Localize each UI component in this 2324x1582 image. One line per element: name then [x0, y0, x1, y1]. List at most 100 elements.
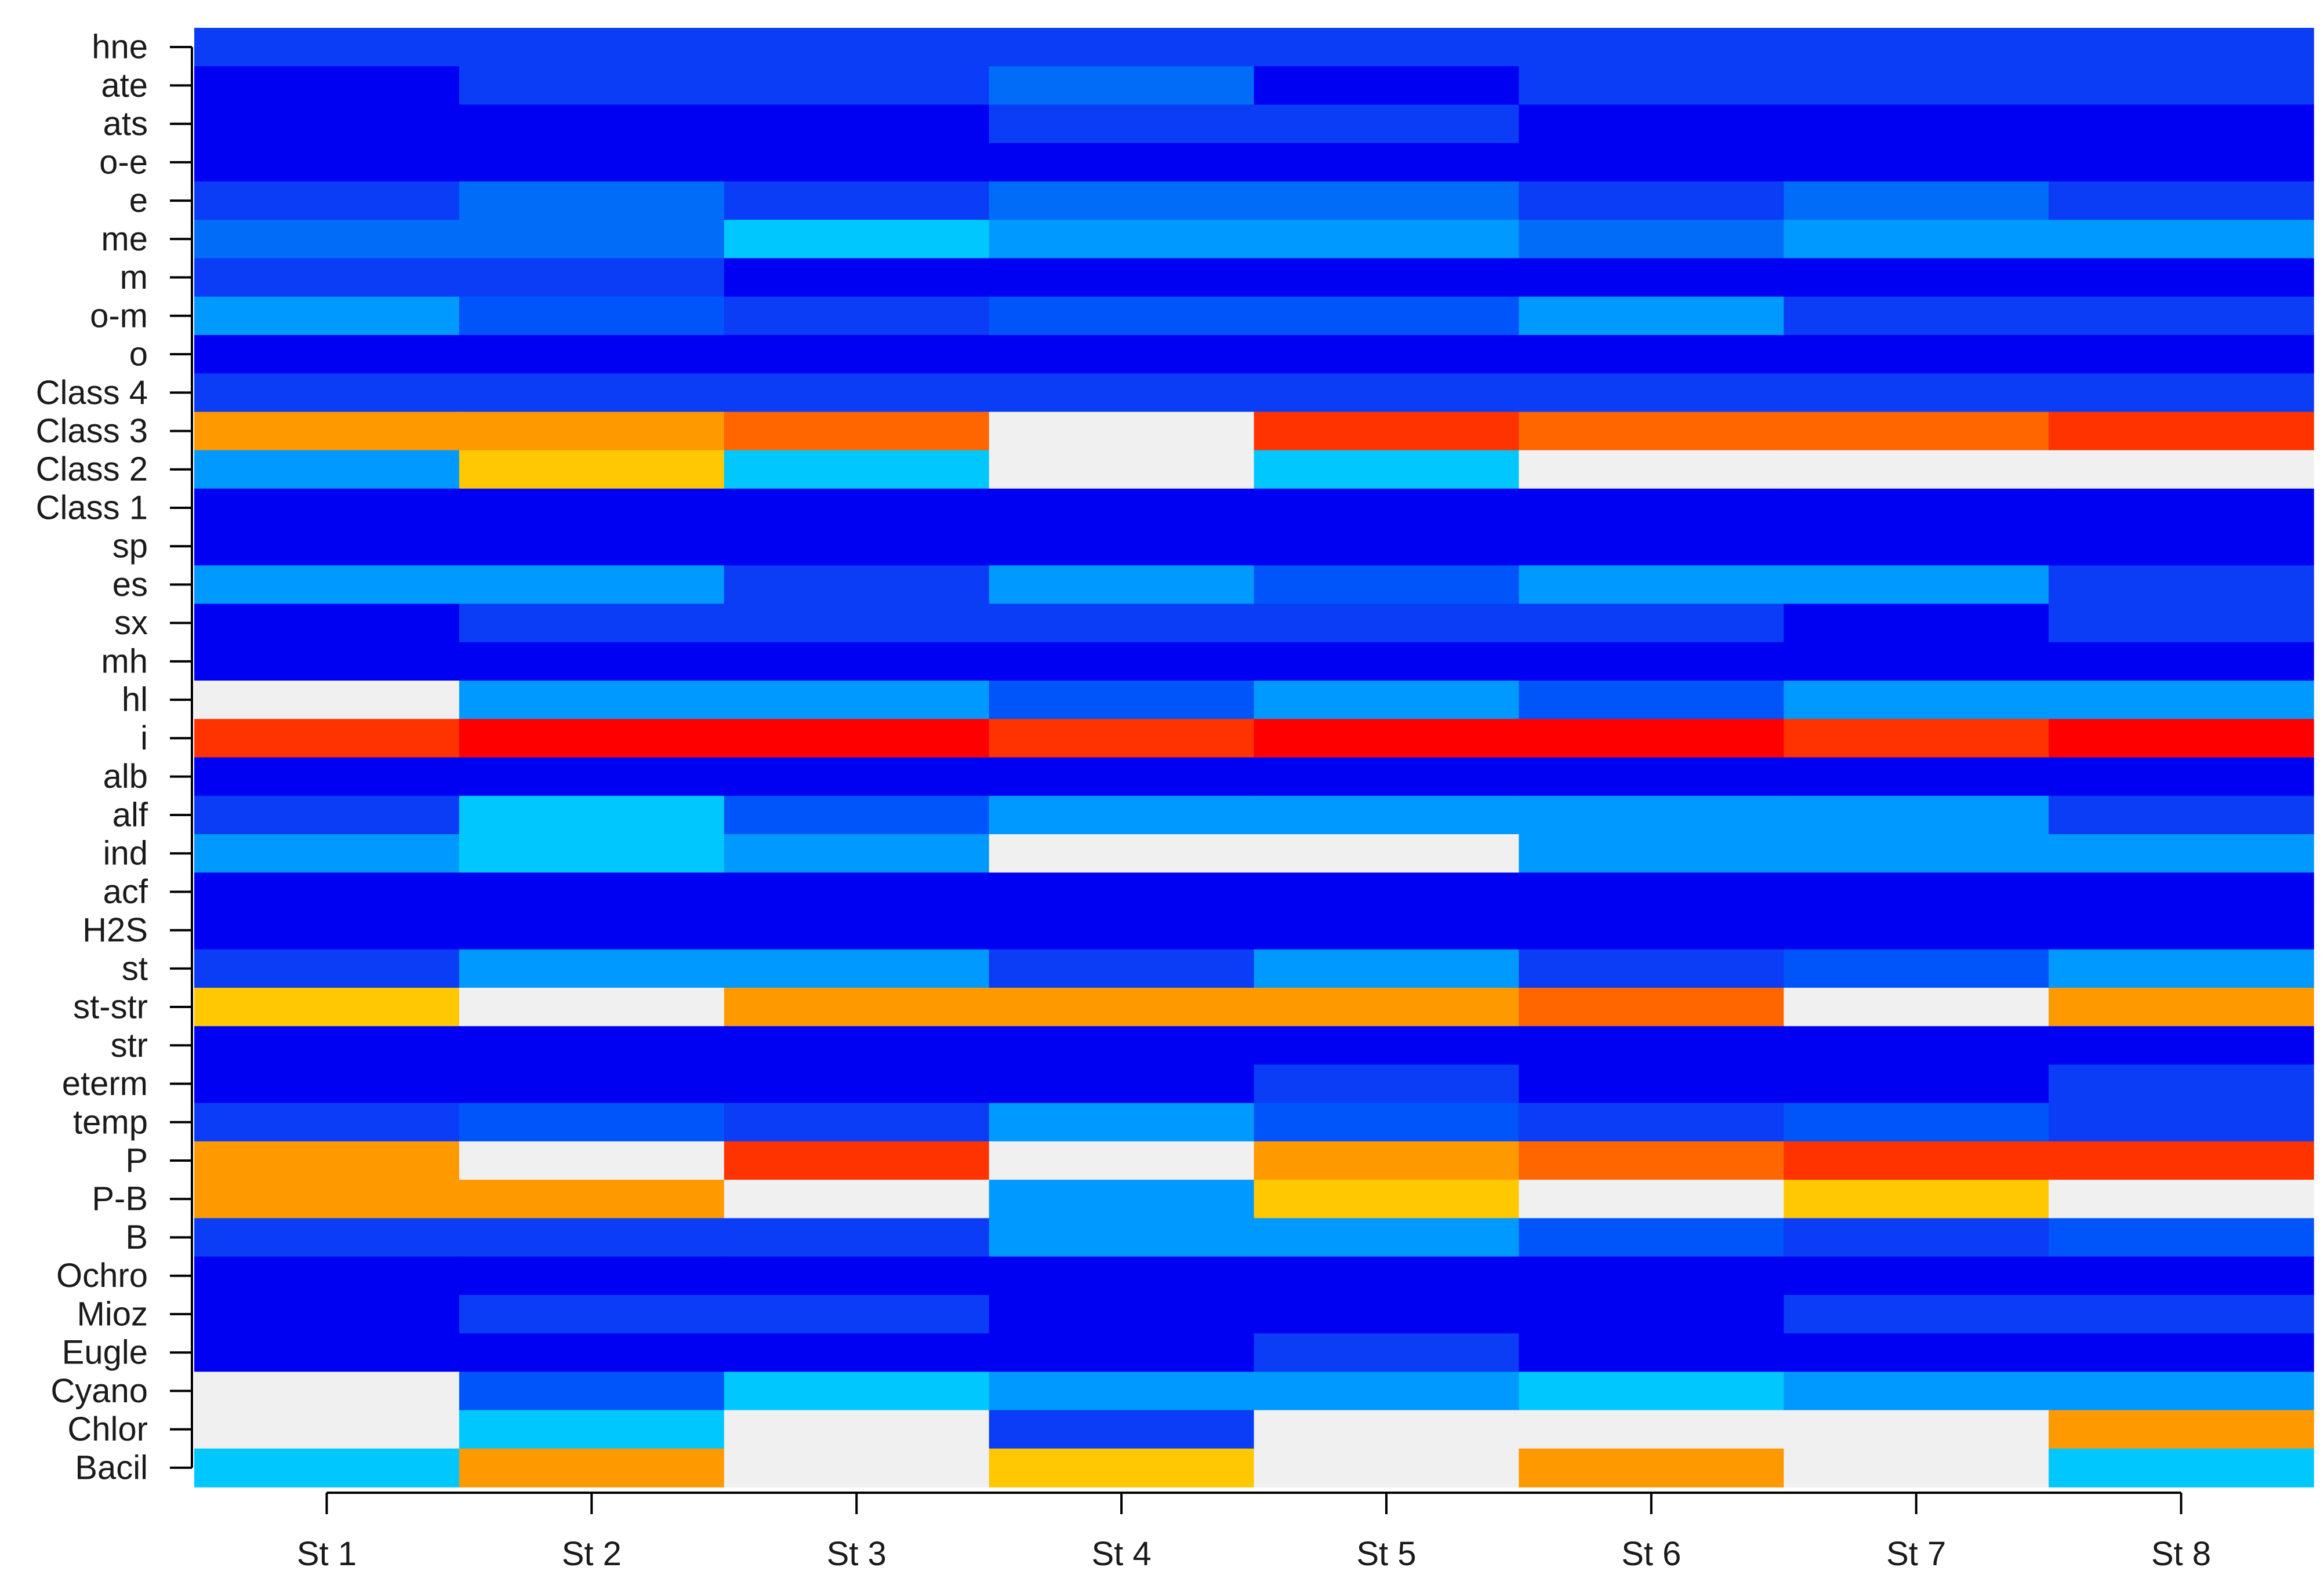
- heatmap-cell-18-2: [724, 719, 990, 758]
- heatmap-cell-27-1: [459, 1064, 725, 1104]
- heatmap-cell-18-1: [459, 719, 725, 758]
- heatmap-cell-21-3: [989, 834, 1255, 874]
- heatmap-cell-25-1: [459, 987, 725, 1027]
- heatmap-cell-20-3: [989, 795, 1255, 835]
- heatmap-cell-10-6: [1784, 412, 2049, 451]
- heatmap-cell-6-4: [1254, 258, 1520, 297]
- y-tick-label: temp: [73, 1103, 148, 1141]
- heatmap-cell-13-5: [1519, 527, 1785, 566]
- heatmap-cell-15-2: [724, 603, 990, 643]
- heatmap-cell-8-4: [1254, 334, 1520, 374]
- y-tick-label: Class 3: [36, 412, 148, 450]
- heatmap-cell-1-2: [724, 66, 990, 106]
- heatmap-cell-12-4: [1254, 488, 1520, 528]
- y-tick-label: Chlor: [67, 1410, 148, 1448]
- heatmap-cell-10-7: [2049, 412, 2314, 451]
- heatmap-cell-12-5: [1519, 488, 1785, 528]
- heatmap-cell-2-3: [989, 104, 1255, 144]
- heatmap-cell-17-6: [1784, 681, 2049, 720]
- heatmap-cell-20-4: [1254, 795, 1520, 835]
- heatmap-cell-14-4: [1254, 565, 1520, 605]
- heatmap-cell-30-2: [724, 1180, 990, 1219]
- heatmap-cell-3-4: [1254, 143, 1520, 182]
- heatmap-cell-33-2: [724, 1294, 990, 1334]
- heatmap-cell-35-4: [1254, 1372, 1520, 1411]
- heatmap-cell-4-7: [2049, 181, 2314, 220]
- heatmap-cell-13-3: [989, 527, 1255, 566]
- heatmap-cell-2-0: [194, 104, 460, 144]
- heatmap-cell-8-0: [194, 334, 460, 374]
- heatmap-cell-6-7: [2049, 258, 2314, 297]
- heatmap-cell-5-4: [1254, 220, 1520, 259]
- heatmap-cell-0-1: [459, 28, 725, 67]
- heatmap-cell-31-4: [1254, 1218, 1520, 1257]
- heatmap-cell-31-5: [1519, 1218, 1785, 1257]
- heatmap-cell-28-1: [459, 1103, 725, 1142]
- heatmap-cell-36-6: [1784, 1410, 2049, 1449]
- x-tick-label: St 6: [1621, 1535, 1681, 1573]
- heatmap-cell-16-3: [989, 642, 1255, 681]
- heatmap-cell-37-3: [989, 1448, 1255, 1488]
- heatmap-cell-15-0: [194, 603, 460, 643]
- heatmap-cell-1-3: [989, 66, 1255, 106]
- heatmap-cell-16-5: [1519, 642, 1785, 681]
- heatmap-cell-3-3: [989, 143, 1255, 182]
- y-tick-label: P: [125, 1141, 148, 1179]
- heatmap-cell-14-7: [2049, 565, 2314, 605]
- heatmap-cell-24-1: [459, 949, 725, 988]
- heatmap-cell-28-5: [1519, 1103, 1785, 1142]
- y-tick-label: Class 4: [36, 374, 148, 412]
- heatmap-cell-12-0: [194, 488, 460, 528]
- heatmap-cell-30-4: [1254, 1180, 1520, 1219]
- heatmap-cell-33-6: [1784, 1294, 2049, 1334]
- heatmap-cell-3-2: [724, 143, 990, 182]
- y-tick-label: eterm: [62, 1065, 148, 1103]
- heatmap-cell-25-5: [1519, 987, 1785, 1027]
- y-tick-label: Mioz: [77, 1295, 148, 1333]
- heatmap-cell-5-5: [1519, 220, 1785, 259]
- x-tick-label: St 5: [1356, 1535, 1416, 1573]
- heatmap-cell-26-1: [459, 1026, 725, 1065]
- heatmap-cell-27-2: [724, 1064, 990, 1104]
- y-tick-label: o: [129, 336, 148, 373]
- heatmap-cell-29-7: [2049, 1141, 2314, 1180]
- heatmap-cell-35-5: [1519, 1372, 1785, 1411]
- heatmap-cell-6-5: [1519, 258, 1785, 297]
- heatmap-cell-16-7: [2049, 642, 2314, 681]
- heatmap-cell-36-5: [1519, 1410, 1785, 1449]
- heatmap-cell-5-2: [724, 220, 990, 259]
- heatmap-cell-17-7: [2049, 681, 2314, 720]
- heatmap-cell-27-7: [2049, 1064, 2314, 1104]
- y-tick-label: o-e: [99, 143, 148, 181]
- heatmap-cell-30-1: [459, 1180, 725, 1219]
- heatmap-cell-19-2: [724, 757, 990, 797]
- heatmap-cell-15-3: [989, 603, 1255, 643]
- heatmap-cell-17-0: [194, 681, 460, 720]
- y-tick-label: Cyano: [50, 1372, 148, 1410]
- heatmap-cell-14-2: [724, 565, 990, 605]
- heatmap-cell-20-6: [1784, 795, 2049, 835]
- heatmap-cell-12-2: [724, 488, 990, 528]
- heatmap-cell-32-2: [724, 1256, 990, 1296]
- heatmap-cell-22-2: [724, 872, 990, 912]
- heatmap-cell-10-3: [989, 412, 1255, 451]
- x-axis: St 1 St 2 St 3 St 4 St 5 St 6 St 7 St 8: [297, 1492, 2211, 1573]
- heatmap-cell-19-0: [194, 757, 460, 797]
- heatmap-cell-9-3: [989, 373, 1255, 413]
- heatmap-cell-4-2: [724, 181, 990, 220]
- heatmap-cell-4-6: [1784, 181, 2049, 220]
- heatmap-cell-20-2: [724, 795, 990, 835]
- heatmap-cell-34-5: [1519, 1333, 1785, 1373]
- heatmap-cell-7-3: [989, 296, 1255, 336]
- heatmap-cell-29-0: [194, 1141, 460, 1180]
- heatmap-cell-3-0: [194, 143, 460, 182]
- heatmap-cell-30-7: [2049, 1180, 2314, 1219]
- heatmap-cell-5-7: [2049, 220, 2314, 259]
- heatmap-cell-28-7: [2049, 1103, 2314, 1142]
- heatmap-cell-30-0: [194, 1180, 460, 1219]
- y-tick-label: Bacil: [75, 1449, 148, 1486]
- x-tick-label: St 3: [827, 1535, 887, 1573]
- heatmap-cell-24-2: [724, 949, 990, 988]
- heatmap-cell-12-6: [1784, 488, 2049, 528]
- heatmap-cell-27-0: [194, 1064, 460, 1104]
